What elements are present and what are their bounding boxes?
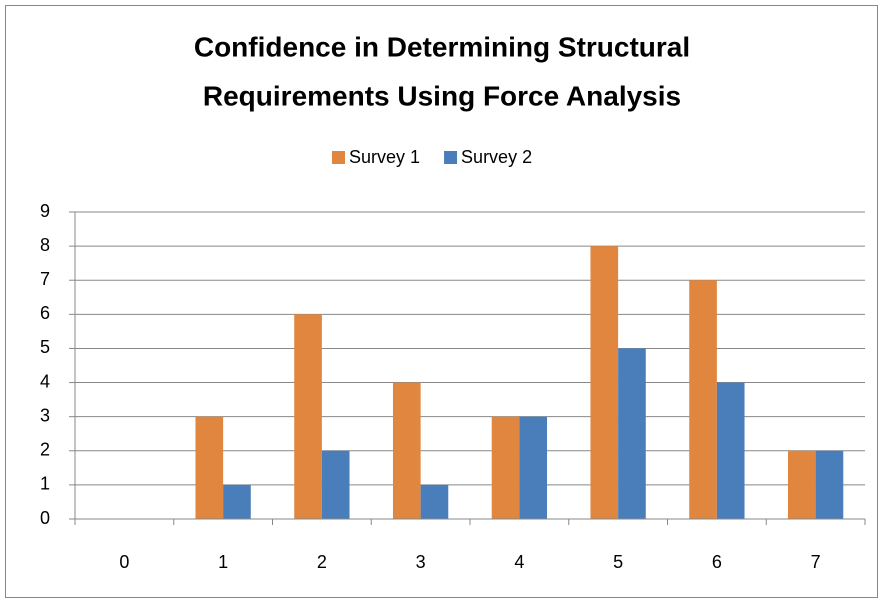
bar [223,484,251,519]
x-tick-label: 4 [514,552,524,572]
bar [420,484,449,519]
bar [491,416,520,519]
x-tick-label: 0 [119,552,129,572]
y-tick-label: 5 [40,337,50,357]
bar [590,246,619,519]
y-tick-label: 9 [40,201,50,221]
legend-swatch [332,151,345,164]
y-tick-label: 1 [40,474,50,494]
bar [815,450,844,519]
y-tick-label: 2 [40,440,50,460]
legend-swatch [444,151,458,164]
bar [321,450,350,519]
y-tick-label: 6 [40,303,50,323]
bar [519,416,548,519]
bar [195,416,224,519]
y-tick-label: 7 [40,269,50,289]
bar [716,382,745,519]
y-tick-label: 3 [40,405,50,425]
legend-label: Survey 1 [349,147,420,167]
y-tick-label: 8 [40,235,50,255]
y-tick-label: 0 [40,508,50,528]
x-tick-label: 5 [613,552,623,572]
bar [618,348,646,519]
bar [689,280,717,519]
bar [392,382,421,519]
legend-label: Survey 2 [461,147,532,167]
x-tick-label: 3 [416,552,426,572]
x-tick-label: 6 [712,552,722,572]
bar [294,314,322,519]
chart-title: Confidence in Determining Structural [194,31,690,62]
x-tick-label: 7 [811,552,821,572]
x-tick-label: 2 [317,552,327,572]
x-tick-label: 1 [218,552,228,572]
y-tick-label: 4 [40,371,50,391]
bar [787,450,816,519]
chart-title: Requirements Using Force Analysis [203,80,681,111]
